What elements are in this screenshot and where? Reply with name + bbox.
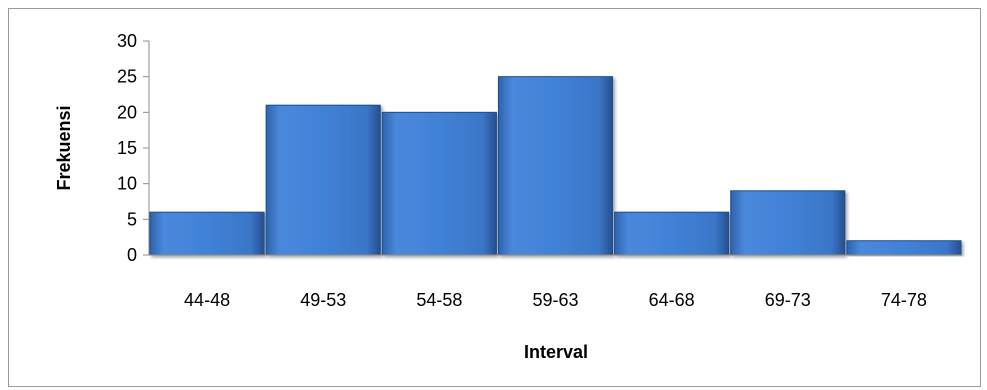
x-tick-label: 64-68 xyxy=(649,290,695,310)
bar-54-58 xyxy=(381,111,497,256)
bar-59-63 xyxy=(497,76,614,256)
y-tick-label: 0 xyxy=(127,245,137,265)
y-tick-label: 10 xyxy=(117,174,137,194)
x-tick-label: 49-53 xyxy=(300,290,346,310)
y-tick-label: 25 xyxy=(117,67,137,87)
bar-74-78 xyxy=(846,240,962,256)
x-tick-label: 44-48 xyxy=(184,290,230,310)
y-tick-label: 5 xyxy=(127,209,137,229)
y-tick-label: 30 xyxy=(117,31,137,51)
plot-area xyxy=(149,76,962,256)
x-tick-label: 69-73 xyxy=(765,290,811,310)
y-tick-label: 20 xyxy=(117,102,137,122)
bar-69-73 xyxy=(730,190,846,256)
x-tick-label: 74-78 xyxy=(881,290,927,310)
x-axis-title: Interval xyxy=(524,342,588,362)
bar-64-68 xyxy=(614,211,730,256)
y-axis: 0 5 10 15 20 25 30 xyxy=(117,31,150,265)
x-tick-label: 59-63 xyxy=(532,290,578,310)
bar-49-53 xyxy=(265,104,381,256)
y-tick-label: 15 xyxy=(117,138,137,158)
chart-border xyxy=(8,8,981,387)
x-tick-label: 54-58 xyxy=(416,290,462,310)
x-axis: 44-48 49-53 54-58 59-63 64-68 69-73 74-78 xyxy=(149,254,962,310)
bar-44-48 xyxy=(149,211,265,256)
y-axis-title: Frekuensi xyxy=(54,105,74,190)
